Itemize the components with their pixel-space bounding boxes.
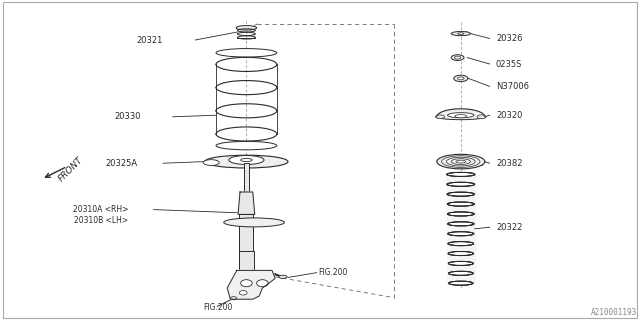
Ellipse shape <box>447 192 474 196</box>
Ellipse shape <box>257 280 268 287</box>
Text: 20382: 20382 <box>496 159 522 168</box>
Ellipse shape <box>451 55 464 60</box>
Ellipse shape <box>205 155 288 168</box>
Polygon shape <box>227 270 275 299</box>
Text: 20330: 20330 <box>115 112 141 121</box>
Ellipse shape <box>279 275 287 278</box>
Ellipse shape <box>477 115 486 119</box>
Ellipse shape <box>241 280 252 287</box>
Ellipse shape <box>449 271 473 276</box>
Ellipse shape <box>224 218 285 227</box>
Ellipse shape <box>435 115 445 119</box>
Text: 20320: 20320 <box>496 111 522 120</box>
Bar <box>239 251 254 282</box>
Ellipse shape <box>204 160 219 165</box>
Ellipse shape <box>451 32 470 36</box>
Ellipse shape <box>447 172 475 177</box>
Text: 20326: 20326 <box>496 34 522 43</box>
Bar <box>244 163 249 192</box>
Ellipse shape <box>436 154 485 169</box>
Ellipse shape <box>239 291 247 295</box>
Text: 0235S: 0235S <box>496 60 522 68</box>
Ellipse shape <box>447 182 475 186</box>
Ellipse shape <box>447 113 474 118</box>
Ellipse shape <box>216 49 277 57</box>
Text: 20310B <LH>: 20310B <LH> <box>74 216 128 225</box>
Ellipse shape <box>448 252 474 256</box>
Ellipse shape <box>241 158 252 162</box>
Text: N37006: N37006 <box>496 82 529 91</box>
Ellipse shape <box>447 212 474 216</box>
Ellipse shape <box>436 114 485 120</box>
Ellipse shape <box>216 141 277 150</box>
Ellipse shape <box>447 222 474 226</box>
Ellipse shape <box>455 115 467 118</box>
Text: FRONT: FRONT <box>56 156 84 184</box>
Polygon shape <box>447 174 475 283</box>
Ellipse shape <box>458 33 464 35</box>
Ellipse shape <box>458 77 464 80</box>
Bar <box>239 214 253 251</box>
Polygon shape <box>238 192 255 214</box>
Text: FIG.200: FIG.200 <box>203 303 232 312</box>
Ellipse shape <box>448 232 474 236</box>
Text: FIG.200: FIG.200 <box>318 268 348 277</box>
Text: 20325A: 20325A <box>106 159 138 168</box>
Ellipse shape <box>236 26 257 30</box>
Ellipse shape <box>449 281 473 285</box>
Text: A210001193: A210001193 <box>591 308 637 317</box>
Ellipse shape <box>230 297 237 300</box>
Text: 20321: 20321 <box>137 36 163 44</box>
Text: 20310A <RH>: 20310A <RH> <box>72 205 128 214</box>
Ellipse shape <box>448 242 474 246</box>
Ellipse shape <box>454 56 461 59</box>
Ellipse shape <box>229 156 264 164</box>
Ellipse shape <box>454 75 468 82</box>
Text: 20322: 20322 <box>496 223 522 232</box>
Ellipse shape <box>447 202 474 206</box>
Ellipse shape <box>448 261 474 266</box>
